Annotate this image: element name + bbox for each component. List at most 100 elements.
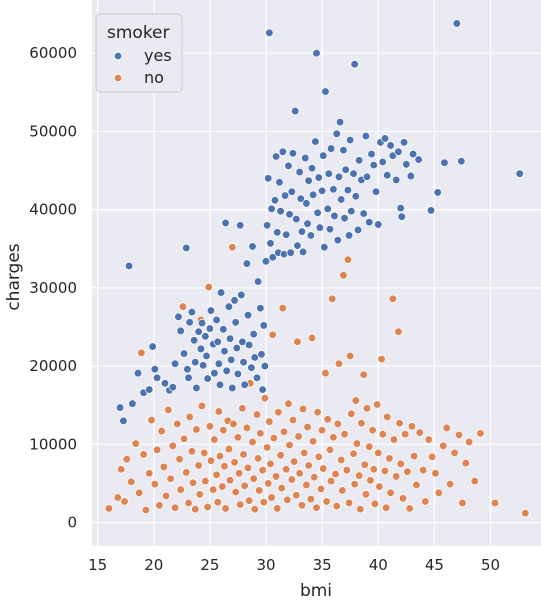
point-no (403, 467, 412, 476)
y-tick-label: 0 (67, 514, 77, 532)
legend-box (95, 13, 183, 93)
point-no (168, 441, 177, 451)
point-yes (194, 327, 203, 336)
point-no (104, 504, 113, 513)
point-no (203, 502, 212, 512)
point-yes (205, 324, 215, 333)
point-no (450, 448, 459, 458)
point-yes (271, 152, 281, 161)
point-no (342, 465, 351, 475)
point-no (195, 490, 204, 499)
point-yes (239, 358, 248, 367)
point-no (337, 455, 346, 465)
point-yes (215, 380, 225, 390)
y-tick-label: 50000 (29, 122, 77, 140)
point-no (346, 351, 355, 361)
point-no (356, 505, 365, 514)
legend-label-yes: yes (144, 46, 172, 65)
point-no (347, 409, 356, 418)
point-yes (212, 315, 221, 325)
x-tick-label: 30 (256, 556, 275, 574)
point-yes (224, 302, 234, 311)
point-yes (267, 204, 276, 214)
point-no (249, 474, 258, 483)
point-yes (402, 160, 411, 169)
point-no (398, 494, 408, 503)
point-no (351, 396, 360, 405)
point-no (322, 497, 331, 506)
point-yes (257, 350, 266, 359)
point-no (369, 465, 378, 474)
point-yes (298, 247, 308, 257)
point-no (188, 478, 198, 487)
point-no (283, 495, 292, 504)
point-no (355, 471, 364, 480)
point-yes (319, 151, 328, 160)
point-no (360, 460, 369, 469)
point-yes (361, 131, 371, 141)
point-yes (279, 250, 289, 259)
point-yes (355, 156, 364, 165)
point-yes (247, 363, 256, 372)
point-yes (145, 385, 154, 394)
point-yes (326, 144, 336, 153)
point-yes (302, 199, 311, 208)
point-yes (252, 373, 262, 382)
point-yes (280, 191, 290, 200)
point-yes (311, 137, 320, 146)
point-no (185, 412, 194, 422)
point-yes (203, 374, 212, 383)
point-no (256, 429, 265, 438)
point-yes (119, 416, 128, 425)
point-yes (197, 318, 207, 328)
point-no (372, 400, 382, 409)
point-yes (152, 373, 162, 382)
point-yes (304, 176, 313, 185)
point-no (332, 501, 341, 511)
point-yes (383, 171, 392, 180)
point-yes (369, 160, 378, 170)
point-yes (330, 211, 339, 221)
point-no (434, 488, 444, 497)
point-no (289, 457, 299, 466)
point-yes (191, 358, 200, 367)
point-yes (321, 87, 330, 96)
point-no (458, 498, 467, 508)
point-no (410, 451, 419, 461)
point-yes (250, 353, 259, 362)
point-no (179, 434, 189, 443)
point-no (127, 477, 136, 487)
y-tick-label: 40000 (29, 201, 77, 219)
point-no (465, 437, 474, 447)
point-no (461, 458, 470, 468)
point-no (321, 368, 330, 378)
legend-marker-yes (113, 51, 123, 61)
point-yes (406, 171, 415, 181)
point-no (288, 415, 298, 425)
point-yes (347, 207, 356, 216)
point-no (271, 472, 281, 481)
point-no (350, 480, 359, 489)
point-yes (312, 49, 321, 58)
point-yes (266, 239, 275, 248)
point-no (424, 435, 433, 444)
point-yes (457, 156, 466, 166)
point-yes (433, 188, 442, 197)
point-no (268, 330, 277, 339)
point-yes (128, 399, 137, 408)
point-yes (362, 172, 372, 181)
point-yes (259, 321, 268, 330)
point-no (236, 500, 245, 509)
point-no (238, 404, 247, 413)
x-tick-label: 20 (144, 556, 163, 574)
point-yes (452, 19, 461, 28)
point-no (308, 437, 318, 446)
point-no (131, 439, 140, 448)
point-no (339, 271, 348, 280)
point-yes (244, 340, 254, 350)
point-no (209, 485, 218, 494)
point-yes (225, 334, 235, 343)
x-tick-label: 45 (425, 556, 444, 574)
point-no (243, 463, 253, 472)
point-no (359, 370, 368, 379)
